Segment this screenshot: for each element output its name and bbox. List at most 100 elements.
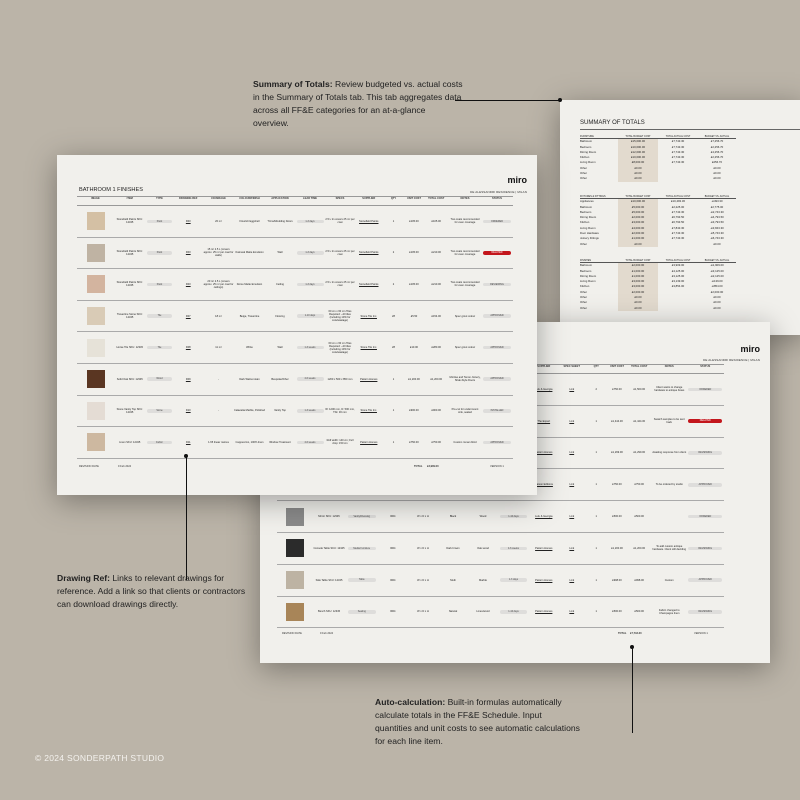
status-badge[interactable]: ORDERED <box>482 219 512 224</box>
status-badge[interactable]: REVIEWING <box>688 546 723 551</box>
table-cell: 20 m² 2.5 L (covers approx. 25 m² per co… <box>203 269 234 301</box>
summary-row: Kitchen £3,000.00 £6,793.50 -£3,793.50 <box>580 220 736 226</box>
supplier-link[interactable]: The Expert <box>537 419 551 423</box>
summary-cell: £2,000.00 <box>710 289 724 294</box>
drawing-ref-link[interactable]: D09 <box>185 377 191 381</box>
spec-sheet-link[interactable]: Link <box>569 419 575 423</box>
supplier-link[interactable]: Pattern Homes <box>535 610 553 614</box>
status-badge[interactable]: REVIEWING <box>688 451 723 455</box>
supplier-link[interactable]: Maison Editions <box>534 483 553 487</box>
table-cell: £750.00 <box>607 374 627 406</box>
summary-cell: Kitchen <box>580 155 590 160</box>
status-badge[interactable]: APPROVED <box>482 345 512 350</box>
table-cell: Two coats recommended for even coverage <box>449 206 481 238</box>
tag-field: 1-3 days <box>499 578 528 582</box>
spec-sheet-link[interactable]: Link <box>569 578 575 582</box>
summary-cell: £0.00 <box>713 295 721 300</box>
drawing-ref-link[interactable]: D08 <box>185 346 191 350</box>
table-cell: £500.00 <box>607 501 627 533</box>
table-cell-text: Horse Tile SKU: 12345 <box>116 346 143 350</box>
spec-sheet-link[interactable]: Link <box>569 483 575 487</box>
status-badge[interactable]: APPROVED <box>482 377 512 382</box>
summary-cell: Joinery Fittings <box>580 236 599 241</box>
status-badge[interactable]: APPROVED <box>688 578 723 582</box>
column-header: SUPPLIER <box>529 364 559 374</box>
status-badge[interactable]: APPROVED <box>688 482 723 487</box>
table-cell: D07 <box>173 301 203 333</box>
product-thumbnail <box>86 401 105 420</box>
supplier-link[interactable]: Stone Tile Inc. <box>360 314 377 318</box>
spec-sheet-link[interactable]: Link <box>569 546 575 550</box>
table-cell-text: Linen SKU: 12345 <box>119 440 141 444</box>
drawing-ref-link[interactable]: D03 <box>185 219 191 223</box>
summary-cell: £6,793.50 <box>671 220 685 225</box>
status-badge[interactable]: REVIEWING <box>688 610 723 614</box>
supplier-link[interactable]: Stonefield Paints <box>359 219 379 223</box>
annotation-title: Auto-calculation: <box>375 697 446 707</box>
supplier-link[interactable]: Pattern Homes <box>535 578 553 582</box>
supplier-link[interactable]: Pattern Homes <box>360 440 378 444</box>
table-cell-text: £280.00 <box>431 346 441 350</box>
table-cell-text: Stonefield Paints SKU: 12345 <box>116 281 143 288</box>
supplier-link[interactable]: Lulu & Georgia <box>535 387 553 391</box>
drawing-ref-link[interactable]: D03 <box>185 282 191 286</box>
column-header: NOTES <box>449 196 481 206</box>
summary-cell: £2,225.00 <box>671 204 685 209</box>
status-badge[interactable]: REVIEWING <box>482 282 512 287</box>
summary-column-header: BUDGET VS. ACTUAL <box>704 259 730 262</box>
table-cell-text: Beige, Travertine <box>239 314 260 318</box>
image-cell <box>77 427 114 459</box>
table-cell-text: Swatch samples to be sent back <box>653 418 685 425</box>
spec-sheet-link[interactable]: Link <box>569 515 575 519</box>
grand-total: £7,743.30 <box>630 632 642 635</box>
table-cell: ID04 <box>377 597 408 629</box>
table-cell: Wall <box>265 238 295 270</box>
summary-cell: £3,125.00 <box>671 273 685 278</box>
status-badge[interactable]: DELAYED <box>482 251 512 255</box>
spec-sheet-link[interactable]: Link <box>569 610 575 614</box>
table-cell-text: £500.00 <box>634 610 644 614</box>
drawing-ref-link[interactable]: D11 <box>185 440 191 444</box>
supplier-link[interactable]: Stonefield Paints <box>359 282 379 286</box>
status-badge[interactable]: INSTALLED <box>482 409 512 413</box>
table-cell-text: ID04 <box>390 546 396 550</box>
table-cell-text: - <box>218 377 219 381</box>
drawing-ref-link[interactable]: D10 <box>185 409 191 413</box>
table-cell: INSTALLED <box>481 396 513 428</box>
supplier-link[interactable]: Pattern Homes <box>535 546 553 550</box>
summary-cell: £7,743.30 <box>671 139 685 144</box>
column-header: TOTAL COST <box>423 196 449 206</box>
supplier-link[interactable]: Pattern Homes <box>360 377 378 381</box>
table-cell-text: Two coats recommended for even coverage <box>450 249 480 256</box>
status-badge[interactable]: DELAYED <box>688 419 723 423</box>
summary-cell: £10,000.00 <box>618 155 658 161</box>
summary-row: Bathroom £15,000.00 £7,743.30 £7,256.70 <box>580 139 736 145</box>
summary-cell: £3,139.00 <box>671 279 685 284</box>
table-cell: 1-3 days <box>295 269 325 301</box>
table-cell-text: Wall <box>277 346 283 350</box>
table-cell: 1-10 days <box>295 301 325 333</box>
table-cell: Flooring <box>265 301 295 333</box>
status-badge[interactable]: APPROVED <box>482 440 512 445</box>
summary-cell: £0.00 <box>713 176 721 181</box>
summary-cell: Living Room <box>580 160 596 165</box>
table-cell: 2 <box>585 374 608 406</box>
drawing-ref-link[interactable]: D07 <box>185 314 191 318</box>
supplier-link[interactable]: Lulu & Georgia <box>535 515 553 519</box>
annotation-text: Review budgeted vs. actual costs in the … <box>253 79 463 128</box>
drawing-ref-link[interactable]: D03 <box>185 251 191 255</box>
spec-sheet-link[interactable]: Link <box>569 387 575 391</box>
status-badge[interactable]: APPROVED <box>482 314 512 318</box>
supplier-link[interactable]: Stone Tile Inc. <box>360 346 377 350</box>
tag-type: Paint <box>146 251 173 255</box>
status-badge[interactable]: ORDERED <box>688 387 723 392</box>
supplier-link[interactable]: Pattern Homes <box>535 451 553 455</box>
summary-cell: £7,743.30 <box>671 149 685 154</box>
project-name: DE ALESSANDRI RESIDENCE | MILAN <box>470 190 527 194</box>
table-cell-text: £10.00 <box>410 346 418 350</box>
supplier-link[interactable]: Stone Tile Inc. <box>360 409 377 413</box>
spec-sheet-link[interactable]: Link <box>569 451 575 455</box>
table-cell-text: £210.00 <box>431 282 441 286</box>
supplier-link[interactable]: Stonefield Paints <box>359 251 379 255</box>
status-badge[interactable]: ORDERED <box>688 514 723 519</box>
